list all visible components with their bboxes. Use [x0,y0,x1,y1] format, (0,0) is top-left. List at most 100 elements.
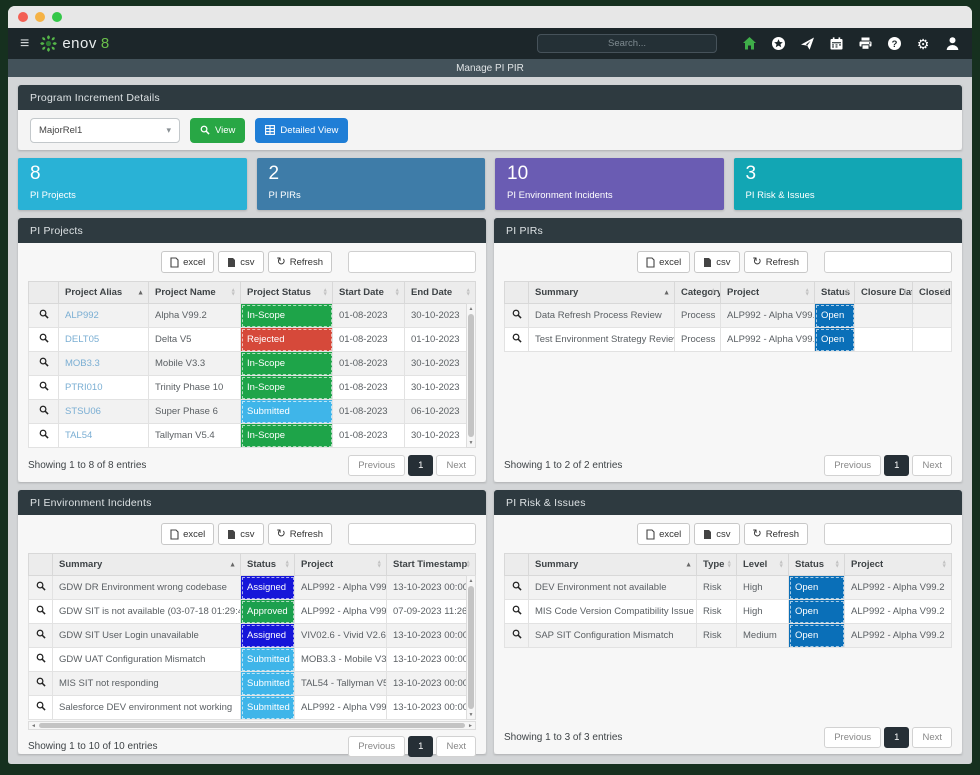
search-input[interactable] [537,34,717,53]
column-header-summary[interactable]: Summary ▲ [528,553,697,576]
row-magnifier-button[interactable] [39,405,49,415]
page-1-button[interactable]: 1 [408,455,434,476]
column-header-closure-date[interactable]: Closure Date▲▼ [854,281,913,304]
export-excel-button[interactable]: excel [637,523,691,545]
zoom-window-button[interactable] [52,12,62,22]
page-1-button[interactable]: 1 [408,736,434,757]
column-header-summary[interactable]: Summary ▲ [528,281,675,304]
row-magnifier-button[interactable] [39,429,49,439]
column-header-start-timestamp[interactable]: Start Timestamp ▲ ▼ [386,553,476,576]
scroll-down-arrow[interactable]: ▼ [468,439,474,446]
export-csv-button[interactable]: csv [218,251,264,273]
row-magnifier-button[interactable] [36,653,46,663]
row-magnifier-button[interactable] [39,333,49,343]
row-magnifier-button[interactable] [39,381,49,391]
column-header-status[interactable]: Status ▲ ▼ [788,553,845,576]
column-header-type[interactable]: Type ▲ ▼ [696,553,737,576]
card-pi-risk-issues[interactable]: 3 PI Risk & Issues [733,158,962,210]
page-1-button[interactable]: 1 [884,455,910,476]
export-excel-button[interactable]: excel [637,251,691,273]
help-icon[interactable]: ? [886,36,902,52]
next-page-button[interactable]: Next [436,455,476,476]
star-icon[interactable] [770,36,786,52]
previous-page-button[interactable]: Previous [824,455,882,476]
refresh-button[interactable]: ↻ Refresh [743,251,808,273]
horizontal-scrollbar[interactable]: ◄ ► [28,721,476,730]
row-magnifier-button[interactable] [512,605,522,615]
scrollbar-thumb[interactable] [468,586,474,709]
export-csv-button[interactable]: csv [218,523,264,545]
menu-icon[interactable]: ≡ [20,34,30,52]
scrollbar-thumb[interactable] [468,314,474,437]
column-header-level[interactable]: Level ▲ ▼ [736,553,789,576]
row-magnifier-button[interactable] [36,701,46,711]
next-page-button[interactable]: Next [912,727,952,748]
next-page-button[interactable]: Next [912,455,952,476]
previous-page-button[interactable]: Previous [348,455,406,476]
project-alias-link[interactable]: PTRI010 [65,382,103,393]
table-search-input[interactable] [348,251,476,273]
row-magnifier-button[interactable] [512,309,522,319]
table-search-input[interactable] [348,523,476,545]
refresh-button[interactable]: ↻ Refresh [267,523,332,545]
row-magnifier-button[interactable] [39,309,49,319]
project-alias-link[interactable]: TAL54 [65,430,93,441]
release-select[interactable]: MajorRel1 ▾ [30,117,180,143]
table-search-input[interactable] [824,523,952,545]
vertical-scrollbar[interactable]: ▲ ▼ [466,575,476,720]
previous-page-button[interactable]: Previous [824,727,882,748]
export-csv-button[interactable]: csv [694,251,740,273]
row-magnifier-button[interactable] [39,357,49,367]
row-magnifier-button[interactable] [36,581,46,591]
scroll-up-arrow[interactable]: ▲ [468,305,474,312]
column-header-project-status[interactable]: Project Status ▲ ▼ [240,281,333,304]
column-header-status[interactable]: Status ▲ ▼ [814,281,855,304]
project-alias-link[interactable]: MOB3.3 [65,358,100,369]
detailed-view-button[interactable]: Detailed View [255,117,349,143]
vertical-scrollbar[interactable]: ▲ ▼ [466,303,476,448]
column-header-project[interactable]: Project ▲ ▼ [294,553,387,576]
column-header-project[interactable]: Project ▲ ▼ [720,281,815,304]
row-magnifier-button[interactable] [36,629,46,639]
calendar-icon[interactable] [828,36,844,52]
card-pi-projects[interactable]: 8 PI Projects [18,158,247,210]
row-magnifier-button[interactable] [512,629,522,639]
printer-icon[interactable] [857,36,873,52]
refresh-button[interactable]: ↻ Refresh [267,251,332,273]
scroll-left-arrow[interactable]: ◄ [31,722,36,729]
card-pi-environment-incidents[interactable]: 10 PI Environment Incidents [495,158,724,210]
user-icon[interactable] [944,36,960,52]
column-header-project[interactable]: Project ▲ ▼ [844,553,952,576]
page-1-button[interactable]: 1 [884,727,910,748]
project-alias-link[interactable]: STSU06 [65,406,101,417]
close-window-button[interactable] [18,12,28,22]
scroll-up-arrow[interactable]: ▲ [468,577,474,584]
settings-gear-icon[interactable]: ⚙ [916,35,930,52]
column-header-project-name[interactable]: Project Name ▲ ▼ [148,281,241,304]
column-header-start-date[interactable]: Start Date ▲ ▼ [332,281,405,304]
refresh-button[interactable]: ↻ Refresh [743,523,808,545]
row-magnifier-button[interactable] [36,677,46,687]
view-button[interactable]: View [190,117,246,143]
enov8-logo[interactable]: enov 8 [39,34,109,53]
scroll-right-arrow[interactable]: ► [468,722,473,729]
row-magnifier-button[interactable] [36,605,46,615]
export-excel-button[interactable]: excel [161,251,215,273]
export-excel-button[interactable]: excel [161,523,215,545]
home-icon[interactable] [741,36,757,52]
export-csv-button[interactable]: csv [694,523,740,545]
row-magnifier-button[interactable] [512,333,522,343]
next-page-button[interactable]: Next [436,736,476,757]
card-pi-pirs[interactable]: 2 PI PIRs [256,158,485,210]
previous-page-button[interactable]: Previous [348,736,406,757]
column-header-closed-by[interactable]: Closed By▲▼ [912,281,952,304]
scroll-down-arrow[interactable]: ▼ [468,711,474,718]
scrollbar-thumb[interactable] [39,723,465,728]
row-magnifier-button[interactable] [512,581,522,591]
column-header-project-alias[interactable]: Project Alias ▲ [58,281,149,304]
column-header-end-date[interactable]: End Date ▲ ▼ [404,281,476,304]
column-header-category[interactable]: Category ▲ ▼ [674,281,721,304]
column-header-status[interactable]: Status ▲ ▼ [240,553,295,576]
column-header-summary[interactable]: Summary ▲ [52,553,241,576]
send-icon[interactable] [799,36,815,52]
